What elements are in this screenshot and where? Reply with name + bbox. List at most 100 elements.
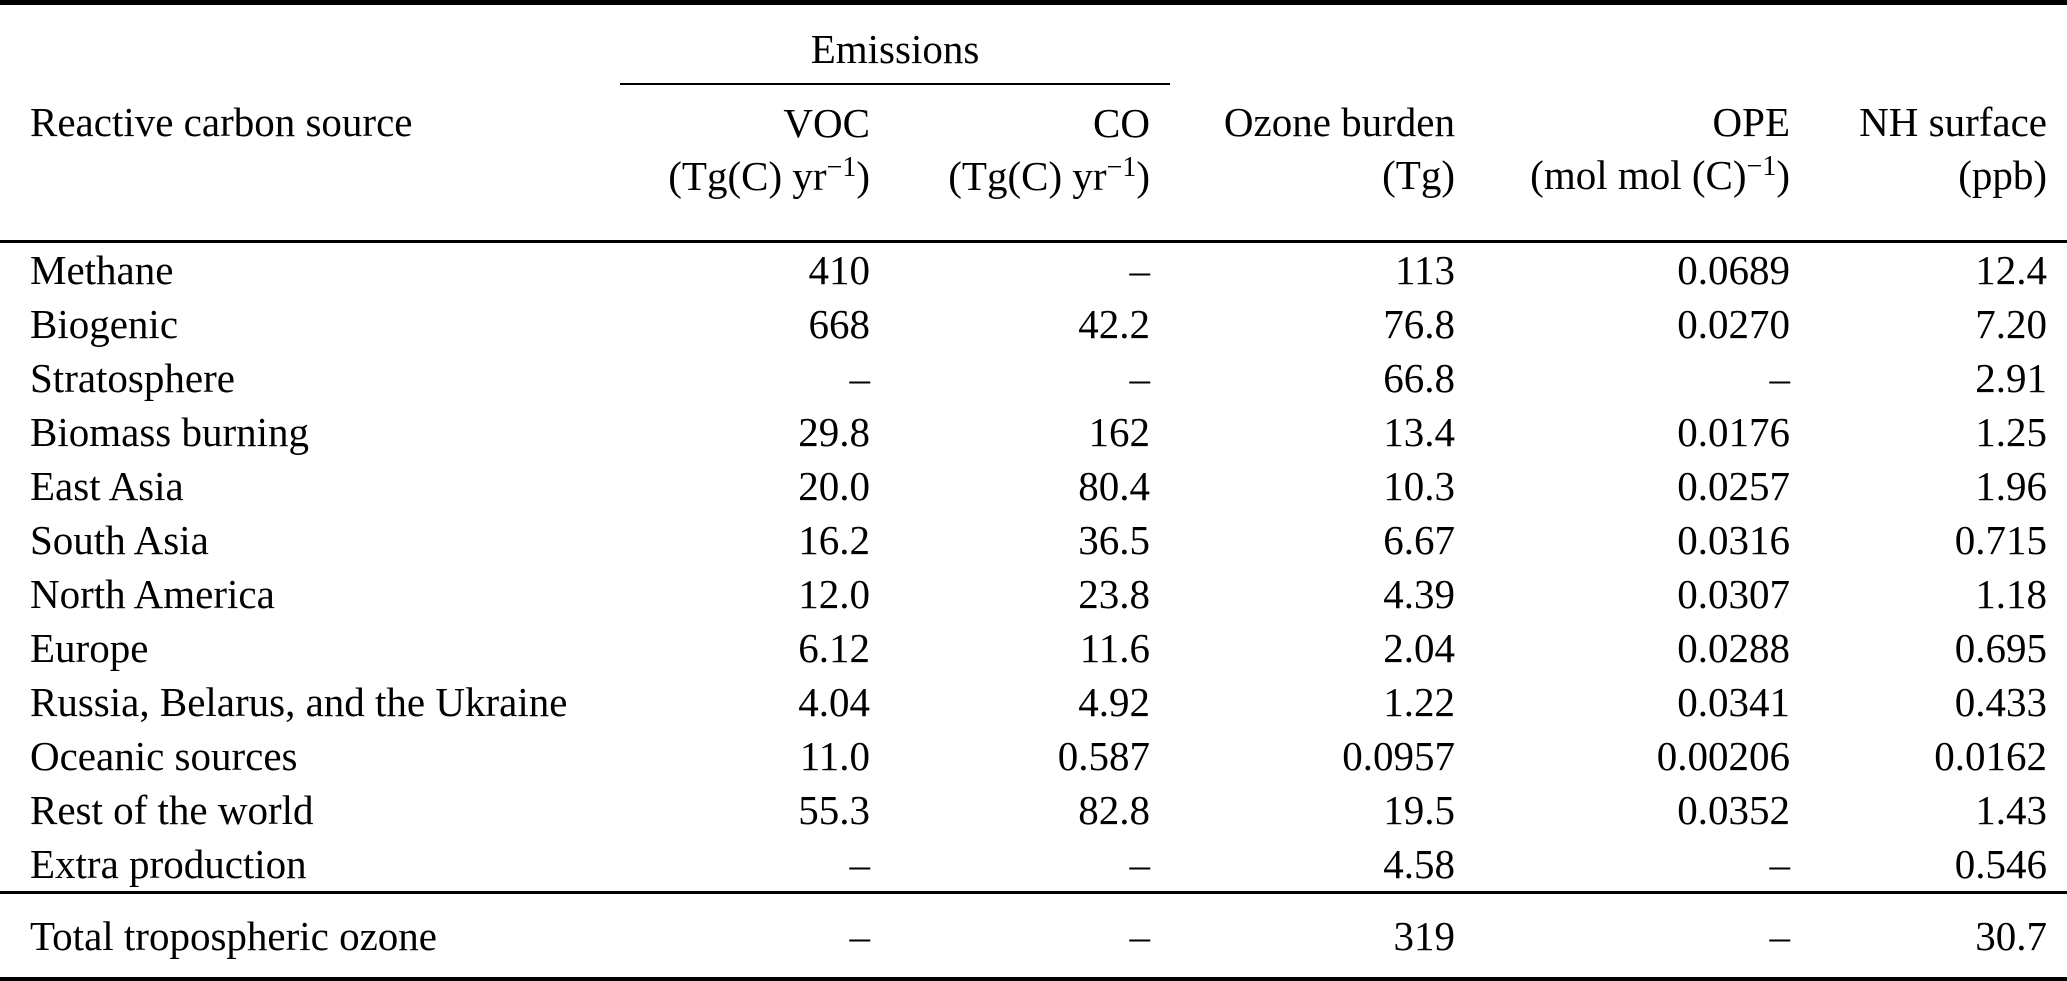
table-row: South Asia 16.2 36.5 6.67 0.0316 0.715	[0, 513, 2067, 567]
source-cell: Biogenic	[30, 301, 179, 347]
nh-surface-cell: 30.7	[1810, 891, 2067, 979]
ope-cell: 0.0341	[1677, 679, 1790, 725]
source-cell: Russia, Belarus, and the Ukraine	[30, 679, 568, 725]
column-header-row: Reactive carbon source VOC (Tg(C) yr−1) …	[0, 84, 2067, 243]
nh-surface-cell: 0.695	[1954, 625, 2047, 671]
col-header-label: Ozone burden	[1223, 99, 1455, 145]
ope-cell: 0.0270	[1677, 301, 1790, 347]
ope-cell: 0.0307	[1677, 571, 1790, 617]
ope-cell: 0.0316	[1677, 517, 1790, 563]
voc-cell: 16.2	[798, 517, 870, 563]
ozone-burden-cell: 10.3	[1383, 463, 1455, 509]
col-header-co: CO (Tg(C) yr−1)	[890, 84, 1170, 243]
co-cell: 4.92	[1078, 679, 1150, 725]
group-header-spacer	[0, 3, 620, 85]
table-row: Methane 410 – 113 0.0689 12.4	[0, 242, 2067, 298]
nh-surface-cell: 7.20	[1975, 301, 2047, 347]
ozone-burden-cell: 2.04	[1383, 625, 1455, 671]
co-cell: 0.587	[1057, 733, 1150, 779]
voc-cell: 668	[808, 301, 871, 347]
co-cell: –	[1129, 247, 1151, 293]
voc-cell: –	[620, 891, 890, 979]
ozone-burden-cell: 1.22	[1383, 679, 1455, 725]
ozone-burden-cell: 0.0957	[1342, 733, 1455, 779]
voc-cell: 11.0	[799, 733, 870, 779]
co-cell: 42.2	[1078, 301, 1150, 347]
nh-surface-cell: 1.96	[1975, 463, 2047, 509]
voc-cell: 4.04	[798, 679, 870, 725]
ope-cell: 0.0257	[1677, 463, 1790, 509]
col-header-label: CO	[1093, 100, 1150, 146]
co-cell: 80.4	[1078, 463, 1150, 509]
nh-surface-cell: 1.25	[1975, 409, 2047, 455]
table-row: North America 12.0 23.8 4.39 0.0307 1.18	[0, 567, 2067, 621]
voc-cell: 55.3	[798, 787, 870, 833]
co-cell: 162	[1088, 409, 1151, 455]
source-cell: Total tropospheric ozone	[0, 891, 620, 979]
voc-cell: –	[849, 841, 871, 887]
nh-surface-cell: 0.0162	[1934, 733, 2047, 779]
voc-cell: –	[849, 355, 871, 401]
source-cell: North America	[30, 571, 275, 617]
co-cell: 11.6	[1079, 625, 1150, 671]
voc-cell: 6.12	[798, 625, 870, 671]
co-cell: –	[1129, 841, 1151, 887]
superscript: −1	[826, 152, 857, 183]
col-header-unit: (Tg(C) yr−1)	[668, 152, 870, 199]
ozone-burden-cell: 4.58	[1383, 841, 1455, 887]
nh-surface-cell: 0.546	[1954, 841, 2047, 887]
table-row: East Asia 20.0 80.4 10.3 0.0257 1.96	[0, 459, 2067, 513]
nh-surface-cell: 2.91	[1975, 355, 2047, 401]
superscript: −1	[1106, 152, 1137, 183]
source-cell: Extra production	[30, 841, 307, 887]
table-row: Rest of the world 55.3 82.8 19.5 0.0352 …	[0, 783, 2067, 837]
source-cell: Europe	[30, 625, 149, 671]
ope-cell: 0.0176	[1677, 409, 1790, 455]
col-header-voc: VOC (Tg(C) yr−1)	[620, 84, 890, 243]
co-cell: 23.8	[1078, 571, 1150, 617]
source-cell: Rest of the world	[30, 787, 314, 833]
source-cell: Stratosphere	[30, 355, 235, 401]
ozone-burden-cell: 319	[1170, 891, 1475, 979]
voc-cell: 20.0	[798, 463, 870, 509]
col-header-nh-surface: NH surface (ppb)	[1810, 84, 2067, 243]
group-header-row: Emissions	[0, 2, 2067, 85]
ope-cell: 0.0352	[1677, 787, 1790, 833]
ozone-burden-cell: 76.8	[1383, 301, 1455, 347]
ope-cell: –	[1769, 355, 1791, 401]
ozone-burden-cell: 13.4	[1383, 409, 1455, 455]
nh-surface-cell: 1.18	[1975, 571, 2047, 617]
col-header-label: Reactive carbon source	[30, 99, 413, 145]
co-cell: 36.5	[1078, 517, 1150, 563]
nh-surface-cell: 1.43	[1975, 787, 2047, 833]
ozone-burden-cell: 66.8	[1383, 355, 1455, 401]
source-cell: South Asia	[30, 517, 209, 563]
col-header-unit: (Tg)	[1382, 152, 1455, 198]
table-row: Stratosphere – – 66.8 – 2.91	[0, 351, 2067, 405]
ope-cell: 0.0288	[1677, 625, 1790, 671]
table-row: Extra production – – 4.58 – 0.546	[0, 837, 2067, 893]
source-cell: Methane	[30, 247, 174, 293]
co-cell: 82.8	[1078, 787, 1150, 833]
col-header-unit: (mol mol (C)−1)	[1530, 151, 1790, 198]
group-header-spacer-right	[1170, 3, 2067, 85]
ozone-burden-cell: 4.39	[1383, 571, 1455, 617]
nh-surface-cell: 0.433	[1954, 679, 2047, 725]
co-cell: –	[1129, 355, 1151, 401]
source-cell: East Asia	[30, 463, 184, 509]
total-row: Total tropospheric ozone – – 319 – 30.7	[0, 891, 2067, 979]
ope-cell: –	[1769, 841, 1791, 887]
col-header-ope: OPE (mol mol (C)−1)	[1475, 84, 1810, 243]
table-row: Oceanic sources 11.0 0.587 0.0957 0.0020…	[0, 729, 2067, 783]
ozone-burden-cell: 19.5	[1383, 787, 1455, 833]
ozone-burden-cell: 6.67	[1383, 517, 1455, 563]
col-header-unit: (ppb)	[1958, 152, 2047, 198]
ope-cell: –	[1475, 891, 1810, 979]
col-header-unit: (Tg(C) yr−1)	[948, 152, 1150, 199]
superscript: −1	[1746, 151, 1777, 182]
ope-cell: 0.0689	[1677, 247, 1790, 293]
col-header-label: NH surface	[1859, 99, 2047, 145]
col-header-source: Reactive carbon source	[0, 84, 620, 243]
table-row: Europe 6.12 11.6 2.04 0.0288 0.695	[0, 621, 2067, 675]
